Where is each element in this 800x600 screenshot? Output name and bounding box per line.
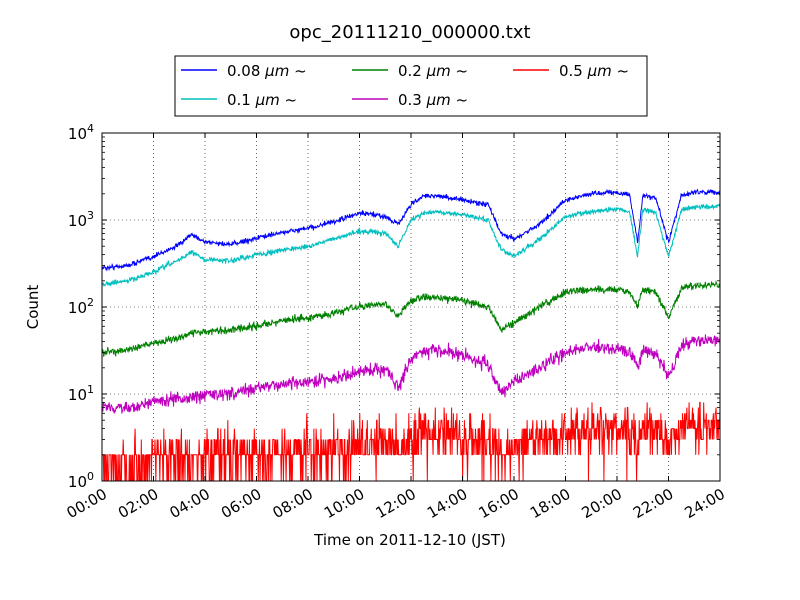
- y-axis-label: Count: [24, 285, 42, 330]
- series-line-5: [102, 401, 721, 482]
- y-tick-label: 104: [68, 122, 94, 143]
- series-line-4: [101, 334, 721, 414]
- legend-label: 0.5 μm ~: [559, 62, 629, 80]
- y-tick-label: 100: [68, 470, 94, 491]
- y-tick-label: 101: [68, 383, 94, 404]
- x-axis-label: Time on 2011-12-10 (JST): [313, 531, 506, 549]
- legend-label: 0.1 μm ~: [227, 91, 297, 109]
- y-tick-label: 103: [68, 209, 94, 230]
- y-tick-label: 102: [68, 296, 94, 317]
- series-line-2: [101, 203, 721, 287]
- series-layer: [101, 188, 721, 482]
- legend-label: 0.08 μm ~: [227, 62, 307, 80]
- series-line-1: [101, 188, 721, 272]
- legend: 0.08 μm ~ 0.1 μm ~ 0.2 μm ~ 0.3 μm ~ 0.5 μm …: [174, 55, 648, 117]
- chart-title: opc_20111210_000000.txt: [289, 22, 530, 43]
- legend-box: [174, 55, 648, 117]
- legend-label: 0.2 μm ~: [398, 62, 468, 80]
- series-line-3: [101, 279, 721, 357]
- legend-label: 0.3 μm ~: [398, 91, 468, 109]
- y-axis: 100 101 102 103 104: [68, 122, 720, 491]
